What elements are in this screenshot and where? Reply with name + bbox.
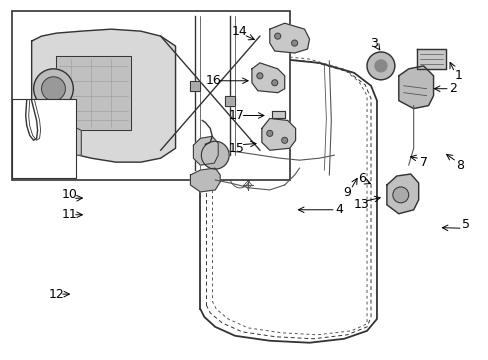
Circle shape xyxy=(201,141,229,169)
Text: 9: 9 xyxy=(343,186,350,199)
Circle shape xyxy=(274,33,280,39)
Polygon shape xyxy=(271,111,284,118)
Circle shape xyxy=(271,80,277,86)
Text: 15: 15 xyxy=(229,142,244,155)
Circle shape xyxy=(34,69,73,109)
Text: 17: 17 xyxy=(229,109,244,122)
Bar xyxy=(12,99,76,178)
Circle shape xyxy=(374,60,386,72)
Circle shape xyxy=(291,40,297,46)
Text: 4: 4 xyxy=(335,203,343,216)
Text: 5: 5 xyxy=(461,218,469,231)
Bar xyxy=(12,11,289,180)
Polygon shape xyxy=(37,100,81,155)
Circle shape xyxy=(281,137,287,143)
Polygon shape xyxy=(32,29,175,162)
Circle shape xyxy=(266,130,272,136)
Text: 10: 10 xyxy=(61,188,77,201)
Circle shape xyxy=(392,187,408,203)
Bar xyxy=(224,96,235,105)
Text: 7: 7 xyxy=(419,156,427,168)
Text: 3: 3 xyxy=(369,37,377,50)
Text: 11: 11 xyxy=(61,208,77,221)
Polygon shape xyxy=(416,49,446,69)
Text: 2: 2 xyxy=(448,82,456,95)
Text: 14: 14 xyxy=(232,24,247,38)
Bar xyxy=(190,81,200,91)
Polygon shape xyxy=(190,168,220,192)
Polygon shape xyxy=(193,136,218,165)
Polygon shape xyxy=(251,63,284,93)
Polygon shape xyxy=(262,118,295,150)
Circle shape xyxy=(366,52,394,80)
Circle shape xyxy=(41,77,65,100)
Polygon shape xyxy=(386,174,418,214)
Text: 13: 13 xyxy=(352,198,368,211)
Text: 1: 1 xyxy=(453,69,461,82)
Text: 8: 8 xyxy=(455,159,464,172)
Bar xyxy=(190,81,200,91)
Text: 6: 6 xyxy=(357,171,366,185)
Polygon shape xyxy=(398,66,433,109)
Text: 12: 12 xyxy=(48,288,64,301)
Text: 16: 16 xyxy=(205,74,221,87)
Circle shape xyxy=(256,73,263,79)
Polygon shape xyxy=(56,56,131,130)
Polygon shape xyxy=(269,23,309,53)
Bar xyxy=(224,96,235,105)
